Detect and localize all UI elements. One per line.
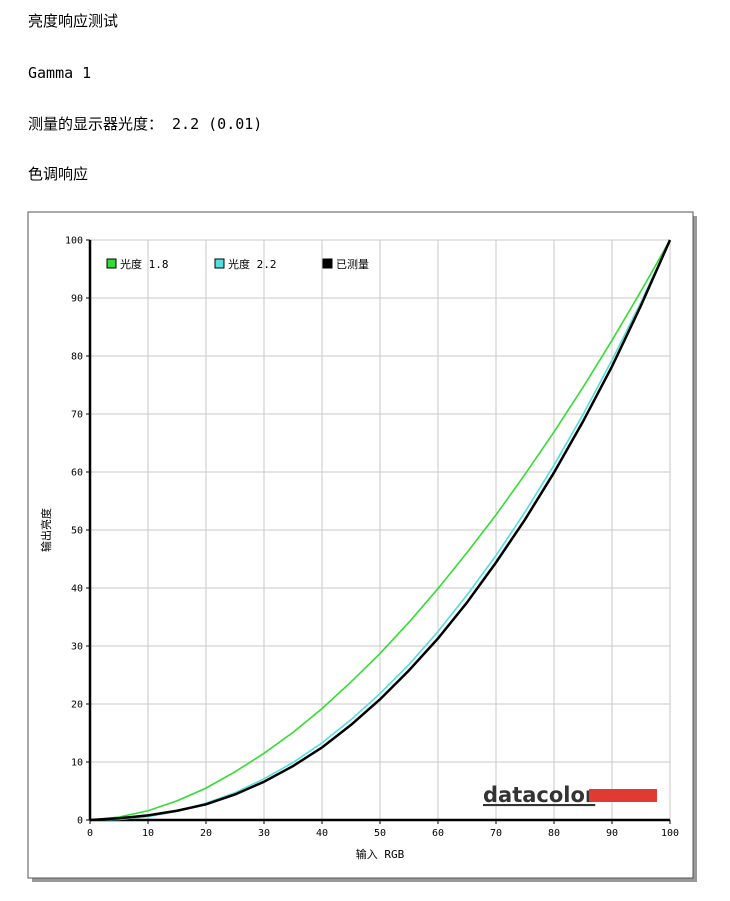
series-line [89,239,672,822]
y-tick-label: 30 [71,642,83,653]
y-tick-label: 90 [71,294,83,305]
x-tick-label: 60 [432,828,444,839]
measured-gamma: 测量的显示器光度： 2.2 (0.01) [28,115,262,133]
chart: 0 10 20 30 40 50 60 70 80 90 100 0 10 20 30 40 50 60 70 80 9… [39,236,679,862]
legend-label: 光度 1.8 [120,257,169,271]
legend-label: 光度 2.2 [228,257,277,271]
brand-bar [589,789,657,802]
series-line [89,239,671,821]
x-tick-label: 50 [374,828,386,839]
x-tick-label: 40 [316,828,328,839]
subtitle: Gamma 1 [28,64,91,82]
x-tick-label: 0 [87,828,93,839]
x-tick-label: 100 [661,828,679,839]
x-tick-label: 10 [142,828,154,839]
y-axis-label: 输出亮度 [39,508,53,552]
x-tick-label: 90 [606,828,618,839]
legend-swatch [214,258,225,269]
x-tick-label: 30 [258,828,270,839]
y-tick-label: 20 [71,700,83,711]
title: 亮度响应测试 [28,12,118,30]
y-tick-label: 60 [71,468,83,479]
legend-label: 已测量 [336,258,369,271]
y-tick-label: 70 [71,410,83,421]
y-tick-label: 50 [71,526,83,537]
y-tick-label: 100 [65,236,83,247]
legend-swatch [106,258,117,269]
section-title: 色调响应 [28,165,88,183]
brand-logo: datacolor [483,783,596,807]
x-tick-label: 20 [200,828,212,839]
y-tick-label: 80 [71,352,83,363]
x-tick-label: 80 [548,828,560,839]
x-tick-label: 70 [490,828,502,839]
y-tick-label: 0 [77,816,83,827]
x-axis-label: 输入 RGB [356,847,405,861]
y-tick-label: 40 [71,584,83,595]
chart-frame [27,211,694,879]
y-tick-label: 10 [71,758,83,769]
legend-swatch [322,258,333,269]
